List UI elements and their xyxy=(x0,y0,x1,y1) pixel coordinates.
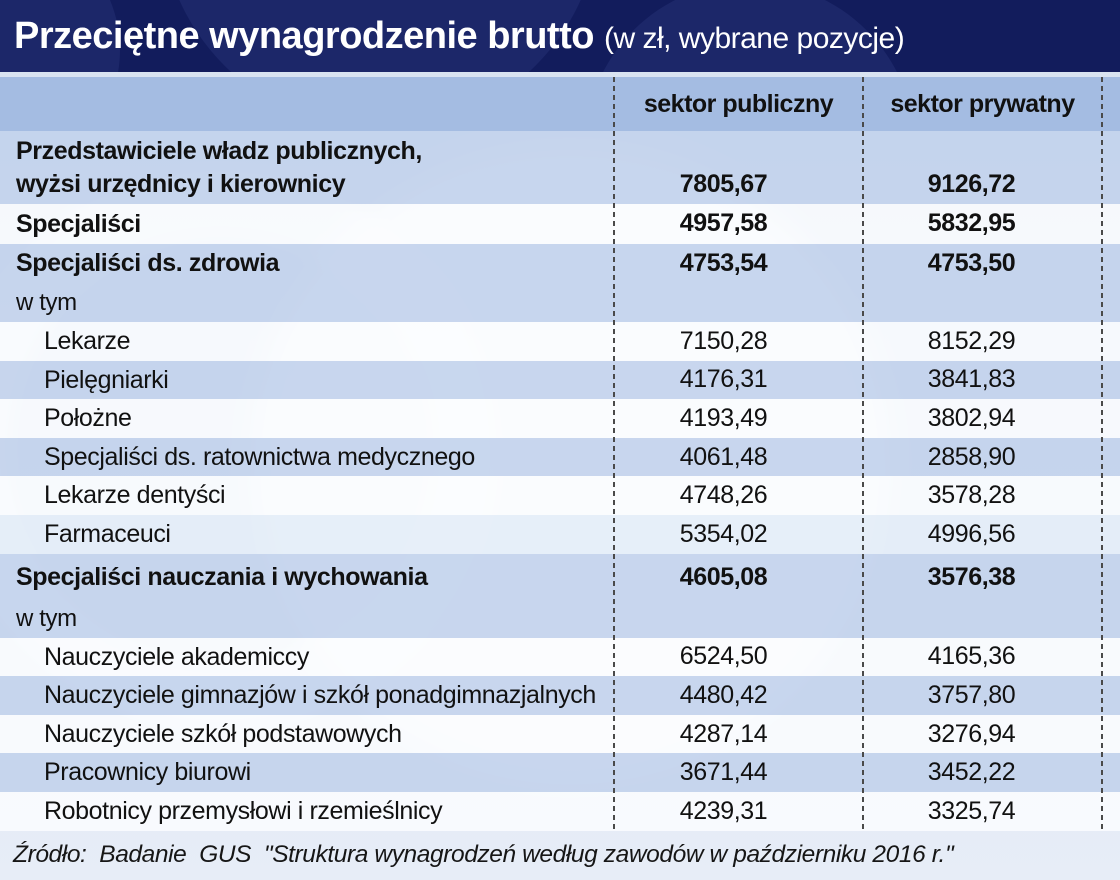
table-row: Specjaliści 4957,58 5832,95 xyxy=(0,204,1120,244)
row-label: Nauczyciele gimnazjów i szkół ponadgimna… xyxy=(44,681,596,710)
private-sector-value: 3452,22 xyxy=(927,758,1016,787)
row-label: w tym xyxy=(16,288,77,316)
private-sector-value: 5832,95 xyxy=(927,209,1016,238)
public-sector-value: 4957,58 xyxy=(679,209,768,238)
private-sector-value: 8152,29 xyxy=(927,326,1016,355)
private-sector-value: 9126,72 xyxy=(927,170,1016,198)
private-sector-value: 3576,38 xyxy=(927,562,1016,591)
private-sector-value: 4996,56 xyxy=(927,519,1016,548)
row-label: Pracownicy biurowi xyxy=(44,758,251,787)
table-row: Specjaliści nauczania i wychowania 4605,… xyxy=(0,553,1120,601)
row-label: Nauczyciele szkół podstawowych xyxy=(44,719,402,748)
page-title-main: Przeciętne wynagrodzenie brutto xyxy=(14,14,594,57)
table-row: Przedstawiciele władz publicznych, wyżsi… xyxy=(0,131,1120,204)
divider-strip xyxy=(0,72,1120,77)
row-label: w tym xyxy=(16,605,77,633)
table-row: Pracownicy biurowi 3671,44 3452,22 xyxy=(0,753,1120,792)
table-row: Położne 4193,49 3802,94 xyxy=(0,399,1120,438)
public-sector-value: 4605,08 xyxy=(679,562,768,591)
public-sector-value: 4061,48 xyxy=(679,442,768,471)
private-sector-value: 3276,94 xyxy=(927,719,1016,748)
private-sector-value: 2858,90 xyxy=(927,442,1016,471)
row-label: Pielęgniarki xyxy=(44,365,169,394)
row-label: Przedstawiciele władz publicznych, wyżsi… xyxy=(16,136,422,198)
table-row: Nauczyciele gimnazjów i szkół ponadgimna… xyxy=(0,676,1120,715)
table-row: Lekarze 7150,28 8152,29 xyxy=(0,322,1120,361)
public-sector-value: 4176,31 xyxy=(679,365,768,394)
private-sector-value: 4753,50 xyxy=(927,248,1016,277)
title-arc-decoration xyxy=(160,0,600,72)
row-label: Nauczyciele akademiccy xyxy=(44,642,309,671)
page-title: Przeciętne wynagrodzenie brutto (w zł, wy… xyxy=(14,14,905,58)
public-sector-value: 7805,67 xyxy=(679,170,768,198)
private-sector-value: 4165,36 xyxy=(927,642,1016,671)
public-sector-value: 4748,26 xyxy=(679,481,768,510)
row-label: Specjaliści ds. zdrowia xyxy=(16,249,280,277)
public-sector-value: 3671,44 xyxy=(679,758,768,787)
row-label: Specjaliści xyxy=(16,209,141,238)
table-row: Specjaliści ds. ratownictwa medycznego 4… xyxy=(0,437,1120,477)
row-label: Położne xyxy=(44,404,132,433)
table-body: Przedstawiciele władz publicznych, wyżsi… xyxy=(0,131,1120,831)
row-label: Specjaliści nauczania i wychowania xyxy=(16,562,428,591)
page-title-sub: (w zł, wybrane pozycje) xyxy=(603,21,905,55)
table-row: w tym xyxy=(0,283,1120,322)
public-sector-value: 4193,49 xyxy=(679,403,768,432)
public-sector-value: 4287,14 xyxy=(679,719,768,748)
title-bar: Przeciętne wynagrodzenie brutto (w zł, wy… xyxy=(0,0,1120,72)
public-sector-value: 7150,28 xyxy=(679,326,768,355)
private-sector-value: 3578,28 xyxy=(927,481,1016,510)
column-header-private: sektor prywatny xyxy=(890,89,1075,118)
row-label: Robotnicy przemysłowi i rzemieślnicy xyxy=(44,796,443,825)
public-sector-value: 6524,50 xyxy=(679,642,768,671)
table-row: Robotnicy przemysłowi i rzemieślnicy 423… xyxy=(0,791,1120,831)
source-note: Źródło: Badanie GUS "Struktura wynagrodz… xyxy=(13,841,954,869)
public-sector-value: 5354,02 xyxy=(679,519,768,548)
row-label: Lekarze xyxy=(44,327,131,356)
table-row: Specjaliści ds. zdrowia 4753,54 4753,50 xyxy=(0,243,1120,283)
public-sector-value: 4480,42 xyxy=(679,680,768,709)
table-row: Pielęgniarki 4176,31 3841,83 xyxy=(0,360,1120,400)
private-sector-value: 3325,74 xyxy=(927,796,1016,825)
private-sector-value: 3802,94 xyxy=(927,403,1016,432)
row-label: Farmaceuci xyxy=(44,520,171,549)
private-sector-value: 3841,83 xyxy=(927,365,1016,394)
private-sector-value: 3757,80 xyxy=(927,680,1016,709)
title-arc-decoration xyxy=(0,0,120,72)
row-label: Specjaliści ds. ratownictwa medycznego xyxy=(44,442,475,471)
public-sector-value: 4753,54 xyxy=(679,248,768,277)
table-row: Farmaceuci 5354,02 4996,56 xyxy=(0,514,1120,554)
table-row: Nauczyciele akademiccy 6524,50 4165,36 xyxy=(0,637,1120,677)
column-header-public: sektor publiczny xyxy=(643,89,834,118)
public-sector-value: 4239,31 xyxy=(679,796,768,825)
table-row: Nauczyciele szkół podstawowych 4287,14 3… xyxy=(0,714,1120,754)
table-header-row: sektor publiczny sektor prywatny xyxy=(0,77,1120,131)
row-label: Lekarze dentyści xyxy=(44,481,226,510)
footer: Źródło: Badanie GUS "Struktura wynagrodz… xyxy=(0,831,1120,880)
table-row: w tym xyxy=(0,600,1120,638)
table-row: Lekarze dentyści 4748,26 3578,28 xyxy=(0,476,1120,515)
